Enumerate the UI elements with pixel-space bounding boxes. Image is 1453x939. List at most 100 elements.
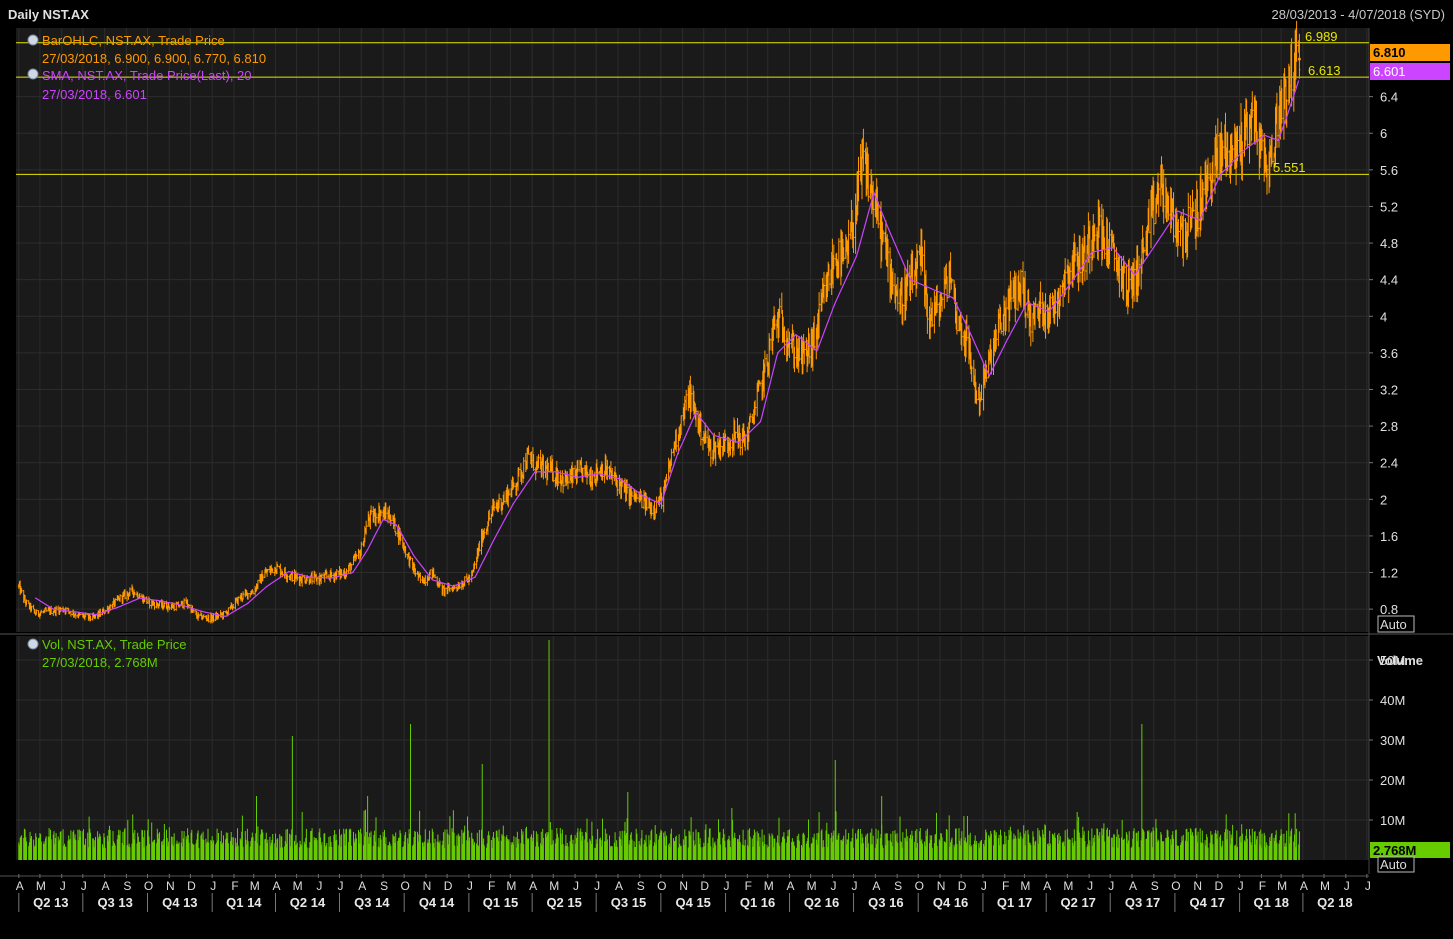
sma-point — [834, 301, 836, 304]
x-tick-label-month: F — [488, 879, 495, 893]
volume-axis-title: Volume — [1377, 653, 1423, 668]
x-tick-label-quarter: Q2 17 — [1061, 895, 1096, 910]
sma-point — [555, 471, 557, 473]
x-tick-label-month: M — [250, 879, 260, 893]
x-tick-label-month: J — [1365, 879, 1371, 893]
legend-toggle-icon[interactable] — [27, 34, 39, 46]
sma-point — [1220, 173, 1222, 176]
x-tick-label-month: A — [16, 879, 24, 893]
sma-point — [1198, 219, 1201, 221]
sma-point — [74, 611, 76, 613]
sma-point — [1241, 150, 1244, 153]
volume-y-tick-label: 20M — [1380, 773, 1405, 788]
sma-point — [474, 576, 476, 578]
x-tick-label-month: J — [81, 879, 87, 893]
sma-point — [1263, 134, 1265, 136]
sma-point — [677, 452, 679, 455]
x-tick-label-quarter: Q3 15 — [611, 895, 646, 910]
price-auto-button[interactable] — [1377, 615, 1415, 633]
sma-point — [1298, 77, 1300, 79]
y-tick-label: 4.4 — [1380, 273, 1398, 288]
sma-point — [1286, 114, 1289, 116]
sma-point — [952, 297, 954, 299]
price-last-point — [1297, 57, 1301, 61]
sma-point — [452, 585, 455, 587]
x-tick-label-month: S — [123, 879, 131, 893]
sma-line — [35, 80, 1300, 618]
sma-point — [224, 615, 227, 618]
sma-point — [1156, 242, 1158, 244]
hline-label-mid: 6.613 — [1308, 63, 1341, 78]
x-tick-label-quarter: Q4 17 — [1190, 895, 1225, 910]
x-tick-label-quarter: Q2 14 — [290, 895, 326, 910]
x-tick-label-month: A — [1129, 879, 1137, 893]
x-tick-label-month: M — [1277, 879, 1287, 893]
legend-toggle-icon[interactable] — [27, 638, 39, 650]
y-tick-label: 3.6 — [1380, 346, 1398, 361]
sma-badge — [1370, 63, 1450, 80]
legend-ohlc-title: BarOHLC, NST.AX, Trade Price — [42, 33, 225, 48]
x-tick-label-month: M — [549, 879, 559, 893]
legend-volume-title: Vol, NST.AX, Trade Price — [42, 637, 187, 652]
x-tick-label-month: A — [102, 879, 110, 893]
sma-point — [873, 192, 875, 194]
volume-y-axis: 50M 40M 30M 20M 10M — [1369, 653, 1405, 828]
x-tick-label-month: O — [1171, 879, 1180, 893]
x-tick-label-quarter: Q4 16 — [933, 895, 968, 910]
sma-point — [988, 375, 990, 377]
sma-point — [203, 611, 205, 613]
sma-point — [1006, 338, 1009, 340]
x-tick-label-quarter: Q2 18 — [1317, 895, 1352, 910]
x-tick-label-month: J — [1238, 879, 1244, 893]
price-y-axis: 6.4 6 5.6 5.2 4.8 4.4 4 3.6 3.2 2.8 2.4 2 1.6 1.2 0.8 — [1369, 90, 1398, 617]
x-tick-label-month: F — [1259, 879, 1266, 893]
sma-point — [738, 441, 740, 444]
x-tick-label-quarter: Q4 14 — [419, 895, 455, 910]
x-tick-label-month: J — [1087, 879, 1093, 893]
x-tick-label-month: D — [700, 879, 709, 893]
x-tick-label-quarter: Q1 15 — [483, 895, 518, 910]
y-tick-label: 4 — [1380, 309, 1387, 324]
last-price-badge — [1370, 44, 1450, 61]
sma-point — [266, 585, 268, 587]
x-tick-label-month: S — [380, 879, 388, 893]
legend-toggle-icon[interactable] — [27, 68, 39, 80]
sma-badge-text: 6.601 — [1373, 64, 1406, 79]
sma-point — [492, 539, 495, 542]
sma-point — [776, 352, 779, 354]
sma-point — [534, 471, 536, 473]
sma-point — [577, 476, 579, 478]
sma-point — [352, 571, 354, 574]
x-tick-label-quarter: Q2 15 — [546, 895, 581, 910]
x-tick-label-month: A — [1300, 879, 1308, 893]
y-tick-label: 4.8 — [1380, 236, 1398, 251]
hline-label-low: 5.551 — [1273, 160, 1306, 175]
sma-point — [660, 503, 662, 505]
x-tick-label-month: D — [958, 879, 967, 893]
x-tick-label-month: D — [187, 879, 196, 893]
x-tick-label-month: M — [764, 879, 774, 893]
x-tick-label-month: D — [444, 879, 453, 893]
x-tick-label-quarter: Q1 14 — [226, 895, 262, 910]
x-tick-label-month: J — [573, 879, 579, 893]
sma-point — [117, 606, 119, 608]
sma-point — [816, 350, 818, 352]
x-tick-label-month: J — [981, 879, 987, 893]
sma-point — [139, 597, 141, 599]
volume-auto-button[interactable] — [1377, 856, 1415, 873]
x-tick-label-quarter: Q4 15 — [675, 895, 710, 910]
x-tick-label-quarter: Q2 16 — [804, 895, 839, 910]
y-tick-label: 6 — [1380, 126, 1387, 141]
sma-point — [382, 518, 384, 521]
sma-point — [395, 524, 398, 526]
x-tick-label-quarter: Q3 13 — [97, 895, 132, 910]
sma-point — [598, 473, 600, 475]
sma-point — [1048, 311, 1050, 313]
legend-ohlc-detail: 27/03/2018, 6.900, 6.900, 6.770, 6.810 — [42, 51, 266, 66]
x-tick-label-quarter: Q3 16 — [868, 895, 903, 910]
x-tick-label-month: F — [231, 879, 238, 893]
sma-point — [1069, 283, 1071, 285]
x-tick-label-month: J — [316, 879, 322, 893]
x-tick-label-month: N — [679, 879, 688, 893]
